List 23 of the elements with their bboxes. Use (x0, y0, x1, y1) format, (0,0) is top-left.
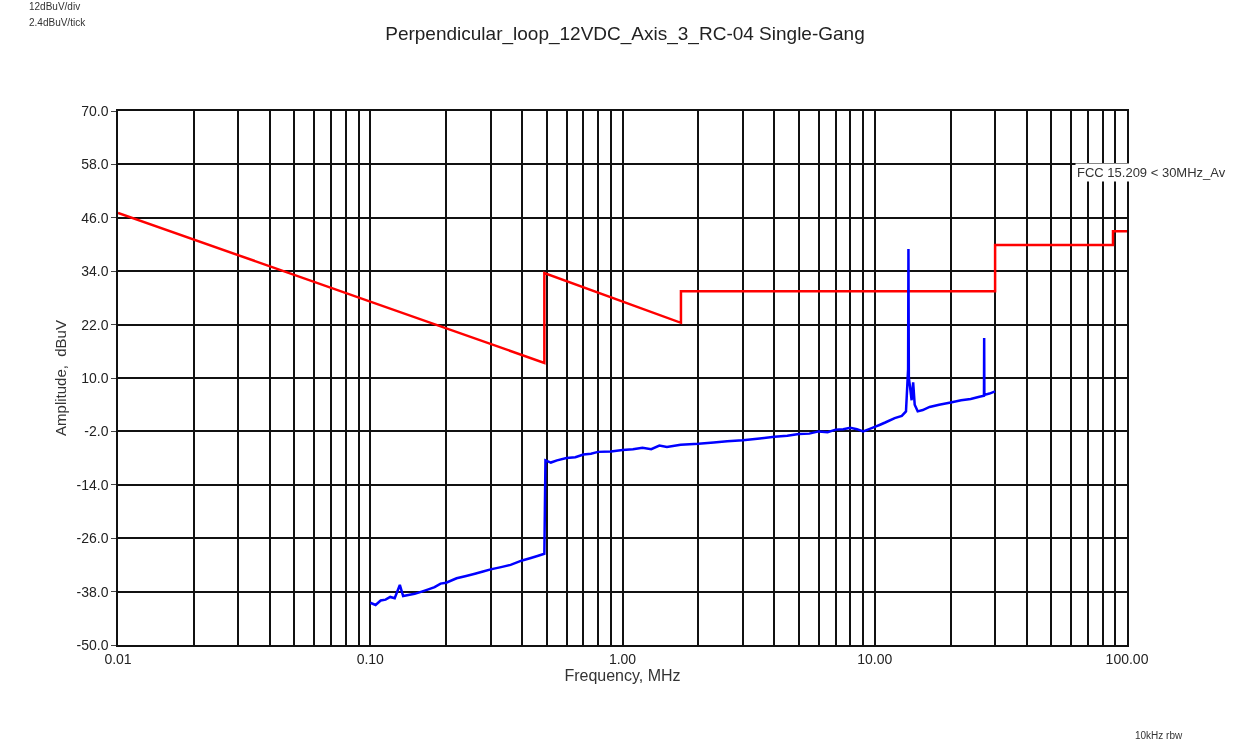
y-tick-label: -26.0 (76, 530, 109, 547)
y-tick-label: 10.0 (81, 369, 109, 386)
y-tick-label: -2.0 (84, 423, 109, 440)
x-tick-label: 0.10 (356, 650, 385, 667)
y-tick-label: -38.0 (76, 583, 109, 600)
x-tick-label: 1.00 (608, 650, 637, 667)
y-tick-label: 34.0 (81, 263, 109, 280)
y-tick-label: 22.0 (81, 316, 109, 333)
y-tick-label: 46.0 (81, 209, 109, 226)
text: 10kHz rbw (1135, 730, 1184, 741)
y-tick-label: 58.0 (81, 156, 109, 173)
y-axis-title: Amplitude, dBuV (52, 320, 70, 436)
y-tick-label: 70.0 (81, 102, 109, 119)
x-tick-label: 0.01 (104, 650, 132, 667)
y-tick-label: -50.0 (76, 636, 109, 653)
y-tick-label: -14.0 (76, 476, 109, 493)
text: 12dBuV/div (29, 1, 81, 12)
x-tick-label: 100.00 (1105, 650, 1149, 667)
text: FCC 15.209 < 30MHz_Av (1077, 165, 1226, 180)
text: 2.4dBuV/tick (29, 17, 87, 28)
chart-title: Perpendicular_loop_12VDC_Axis_3_RC-04 Single-Gang (385, 23, 865, 46)
x-axis-title: Frequency, MHz (564, 666, 681, 684)
x-tick-label: 10.00 (857, 650, 893, 667)
